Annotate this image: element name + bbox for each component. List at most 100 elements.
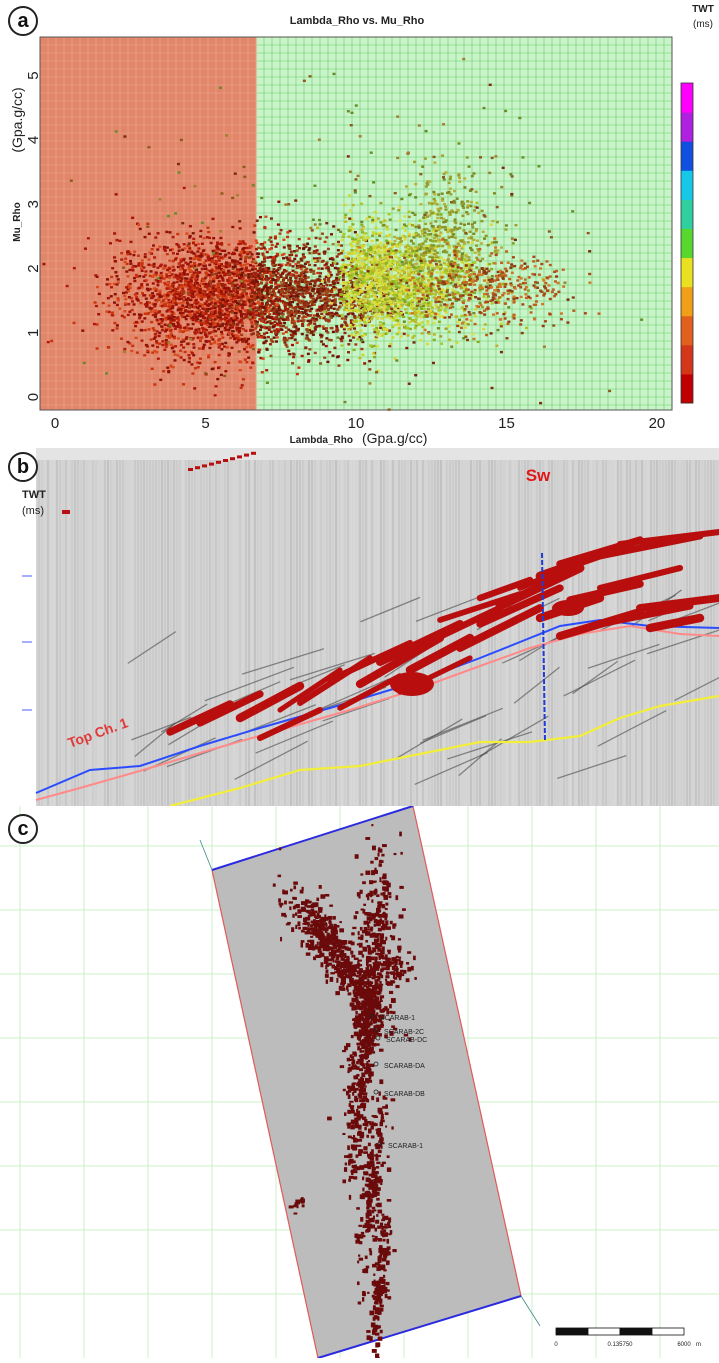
data-point xyxy=(381,252,384,254)
data-point xyxy=(127,303,130,305)
data-point xyxy=(339,302,342,304)
data-point xyxy=(209,323,212,325)
data-point xyxy=(337,241,340,243)
data-point xyxy=(300,293,303,295)
data-point xyxy=(98,293,101,295)
data-point xyxy=(198,305,201,307)
data-point xyxy=(377,246,380,248)
data-point xyxy=(125,286,128,288)
data-point xyxy=(357,293,360,295)
data-point xyxy=(223,255,226,257)
data-point xyxy=(200,332,203,334)
data-point xyxy=(362,275,365,277)
data-point xyxy=(164,265,167,267)
data-point xyxy=(139,228,142,230)
data-point xyxy=(247,343,250,345)
data-point xyxy=(155,300,158,302)
data-point xyxy=(314,245,317,247)
data-point xyxy=(335,277,338,279)
data-point xyxy=(188,265,191,267)
data-point xyxy=(344,315,347,317)
data-point xyxy=(172,266,175,268)
data-point xyxy=(421,321,424,323)
data-point xyxy=(232,273,235,275)
data-point xyxy=(152,295,155,297)
data-point xyxy=(351,241,354,243)
data-point xyxy=(222,299,225,301)
data-point xyxy=(168,305,171,307)
data-point xyxy=(369,344,372,346)
data-point xyxy=(291,322,294,324)
data-point xyxy=(202,312,205,314)
data-point xyxy=(234,312,237,314)
data-point xyxy=(182,383,185,385)
data-point xyxy=(318,253,321,255)
data-point xyxy=(330,302,333,304)
data-point xyxy=(244,274,247,276)
data-point xyxy=(425,311,428,313)
data-point xyxy=(168,276,171,278)
data-point xyxy=(210,257,213,259)
data-point xyxy=(240,264,243,266)
data-point xyxy=(343,332,346,334)
data-point xyxy=(251,268,254,270)
data-point xyxy=(110,276,113,278)
data-point xyxy=(358,302,361,304)
data-point xyxy=(482,328,485,330)
data-point xyxy=(176,325,179,327)
data-point xyxy=(313,304,316,306)
data-point xyxy=(183,327,186,329)
data-point xyxy=(350,268,353,270)
data-point xyxy=(224,342,227,344)
data-point xyxy=(306,320,309,322)
data-point xyxy=(461,306,464,308)
data-point xyxy=(363,251,366,253)
data-point xyxy=(198,309,201,311)
data-point xyxy=(473,292,476,294)
data-point xyxy=(161,305,164,307)
data-point xyxy=(224,315,227,317)
data-point xyxy=(251,289,254,291)
data-point xyxy=(394,277,397,279)
data-point xyxy=(348,226,351,228)
data-point xyxy=(496,299,499,301)
data-point xyxy=(289,276,292,278)
data-point xyxy=(298,238,301,240)
data-point xyxy=(194,299,197,301)
data-point xyxy=(127,290,130,292)
data-point xyxy=(190,284,193,286)
data-point xyxy=(133,280,136,282)
data-point xyxy=(246,247,249,249)
data-point xyxy=(126,253,129,255)
data-point xyxy=(187,354,190,356)
data-point xyxy=(374,252,377,254)
data-point xyxy=(310,308,313,310)
data-point xyxy=(268,326,271,328)
data-point xyxy=(249,313,252,315)
data-point xyxy=(220,290,223,292)
data-point xyxy=(355,279,358,281)
data-point xyxy=(189,269,192,271)
data-point xyxy=(208,308,211,310)
data-point xyxy=(396,319,399,321)
data-point xyxy=(172,252,175,254)
data-point xyxy=(110,295,113,297)
data-point xyxy=(234,300,237,302)
data-point xyxy=(251,362,254,364)
data-point xyxy=(415,308,418,310)
data-point xyxy=(128,269,131,271)
data-point xyxy=(482,295,485,297)
data-point xyxy=(360,203,363,205)
data-point xyxy=(213,323,216,325)
data-point xyxy=(311,229,314,231)
data-point xyxy=(106,283,109,285)
data-point xyxy=(131,266,134,268)
data-point xyxy=(398,327,401,329)
data-point xyxy=(231,311,234,313)
data-point xyxy=(225,303,228,305)
data-point xyxy=(285,331,288,333)
data-point xyxy=(358,324,361,326)
data-point xyxy=(305,268,308,270)
data-point xyxy=(306,334,309,336)
data-point xyxy=(188,357,191,359)
